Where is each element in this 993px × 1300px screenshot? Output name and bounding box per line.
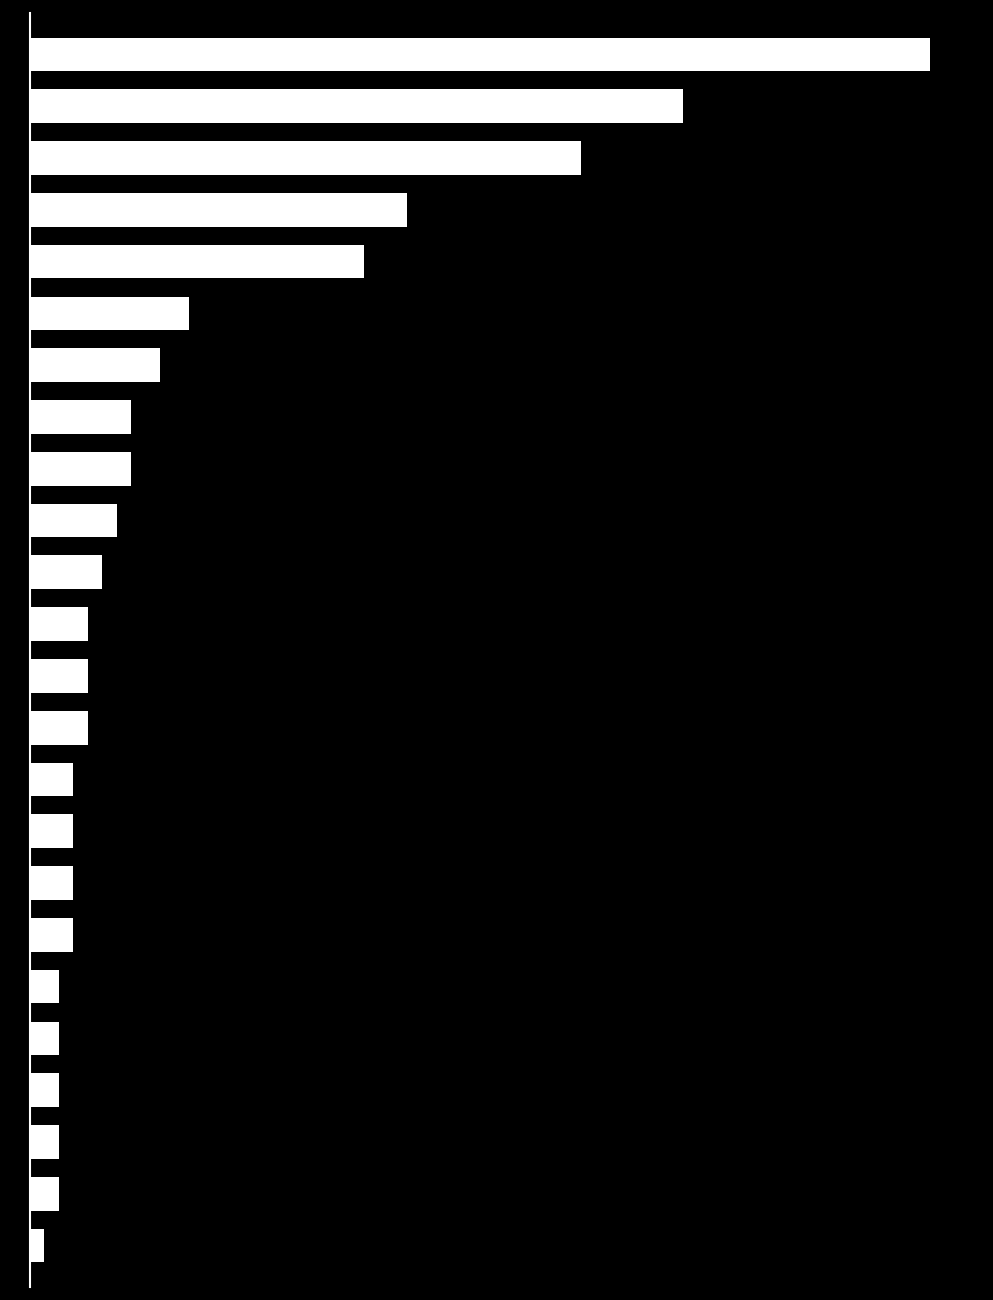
Bar: [30, 866, 73, 900]
Bar: [30, 659, 87, 693]
Bar: [30, 38, 929, 72]
Bar: [30, 503, 117, 537]
Bar: [30, 1176, 59, 1210]
Bar: [30, 970, 59, 1004]
Bar: [30, 348, 161, 382]
Bar: [30, 1228, 45, 1262]
Bar: [30, 607, 87, 641]
Bar: [30, 1126, 59, 1158]
Bar: [30, 711, 87, 745]
Bar: [30, 1074, 59, 1108]
Bar: [30, 814, 73, 848]
Bar: [30, 244, 363, 278]
Bar: [30, 90, 683, 124]
Bar: [30, 296, 190, 330]
Bar: [30, 192, 407, 226]
Bar: [30, 1022, 59, 1056]
Bar: [30, 763, 73, 797]
Bar: [30, 918, 73, 952]
Bar: [30, 555, 102, 589]
Bar: [30, 452, 131, 486]
Bar: [30, 400, 131, 434]
Bar: [30, 142, 581, 174]
